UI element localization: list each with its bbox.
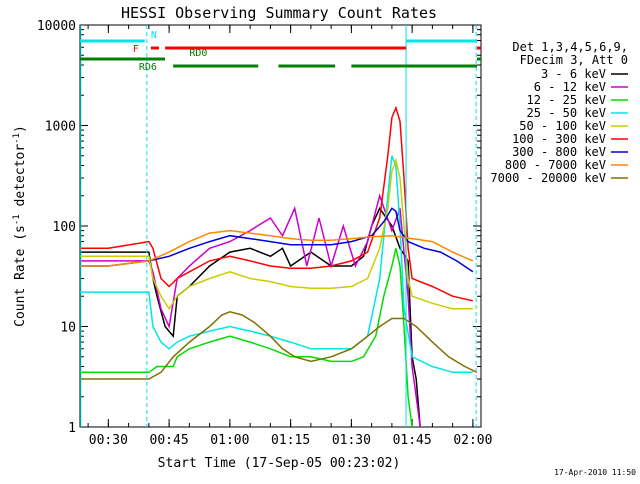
flag-label: N <box>151 30 157 41</box>
series-line-5 <box>80 105 474 302</box>
y-tick-label: 1000 <box>45 120 76 135</box>
legend-label: 300 - 800 keV <box>512 145 606 159</box>
series-line-3 <box>80 155 473 374</box>
x-tick-label: 00:30 <box>89 433 128 448</box>
series-line-2 <box>80 248 413 428</box>
legend-header-1: Det 1,3,4,5,6,9, <box>512 40 628 54</box>
flag-label: RD6 <box>139 62 157 73</box>
legend-label: 3 - 6 keV <box>541 67 606 81</box>
y-axis-label-sup1: -1 <box>12 214 22 225</box>
series-line-1 <box>80 193 421 428</box>
legend-label: 50 - 100 keV <box>519 119 606 133</box>
chart-title: HESSI Observing Summary Count Rates <box>121 4 437 22</box>
series-line-6 <box>80 207 474 273</box>
timestamp: 17-Apr-2010 11:50 <box>554 468 636 477</box>
legend-header-2: FDecim 3, Att 0 <box>520 53 628 67</box>
x-tick-label: 01:45 <box>393 433 432 448</box>
series-line-4 <box>80 157 473 311</box>
flag-label: F <box>133 44 139 55</box>
x-tick-label: 01:15 <box>271 433 310 448</box>
legend: Det 1,3,4,5,6,9, FDecim 3, Att 0 3 - 6 k… <box>490 40 628 185</box>
series-line-7 <box>80 229 474 267</box>
legend-label: 25 - 50 keV <box>527 106 606 120</box>
y-axis-label-end: ) <box>13 125 28 133</box>
series-line-8 <box>80 311 478 380</box>
legend-label: 100 - 300 keV <box>512 132 606 146</box>
legend-label: 800 - 7000 keV <box>505 158 606 172</box>
legend-label: 12 - 25 keV <box>527 93 606 107</box>
y-axis: 1 10 100 1000 10000 <box>37 19 481 436</box>
y-tick-label: 100 <box>53 220 76 235</box>
plot-frame <box>79 24 482 428</box>
series-line-0 <box>80 206 421 428</box>
x-tick-label: 01:00 <box>210 433 249 448</box>
flag-label: RD0 <box>189 48 207 59</box>
vertical-markers <box>80 25 477 427</box>
x-tick-label: 01:30 <box>332 433 371 448</box>
y-tick-label: 1 <box>68 421 76 436</box>
legend-label: 6 - 12 keV <box>534 80 606 94</box>
legend-label: 7000 - 20000 keV <box>490 171 606 185</box>
x-tick-label: 00:45 <box>150 433 189 448</box>
x-axis: 00:30 00:45 01:00 01:15 01:30 01:45 02:00 <box>87 25 492 448</box>
flag-bars: N F RD0 RD6 <box>80 30 481 73</box>
y-axis-label-mid: detector <box>13 144 28 215</box>
series-group <box>80 105 478 428</box>
x-tick-label: 02:00 <box>453 433 492 448</box>
y-tick-label: 10 <box>60 321 76 336</box>
y-tick-label: 10000 <box>37 19 76 34</box>
y-axis-label-main: Count Rate (s <box>13 225 28 327</box>
y-axis-label-sup2: -1 <box>12 133 22 144</box>
y-axis-label: Count Rate (s-1 detector-1) <box>12 125 28 327</box>
x-axis-label: Start Time (17-Sep-05 00:23:02) <box>158 456 401 471</box>
